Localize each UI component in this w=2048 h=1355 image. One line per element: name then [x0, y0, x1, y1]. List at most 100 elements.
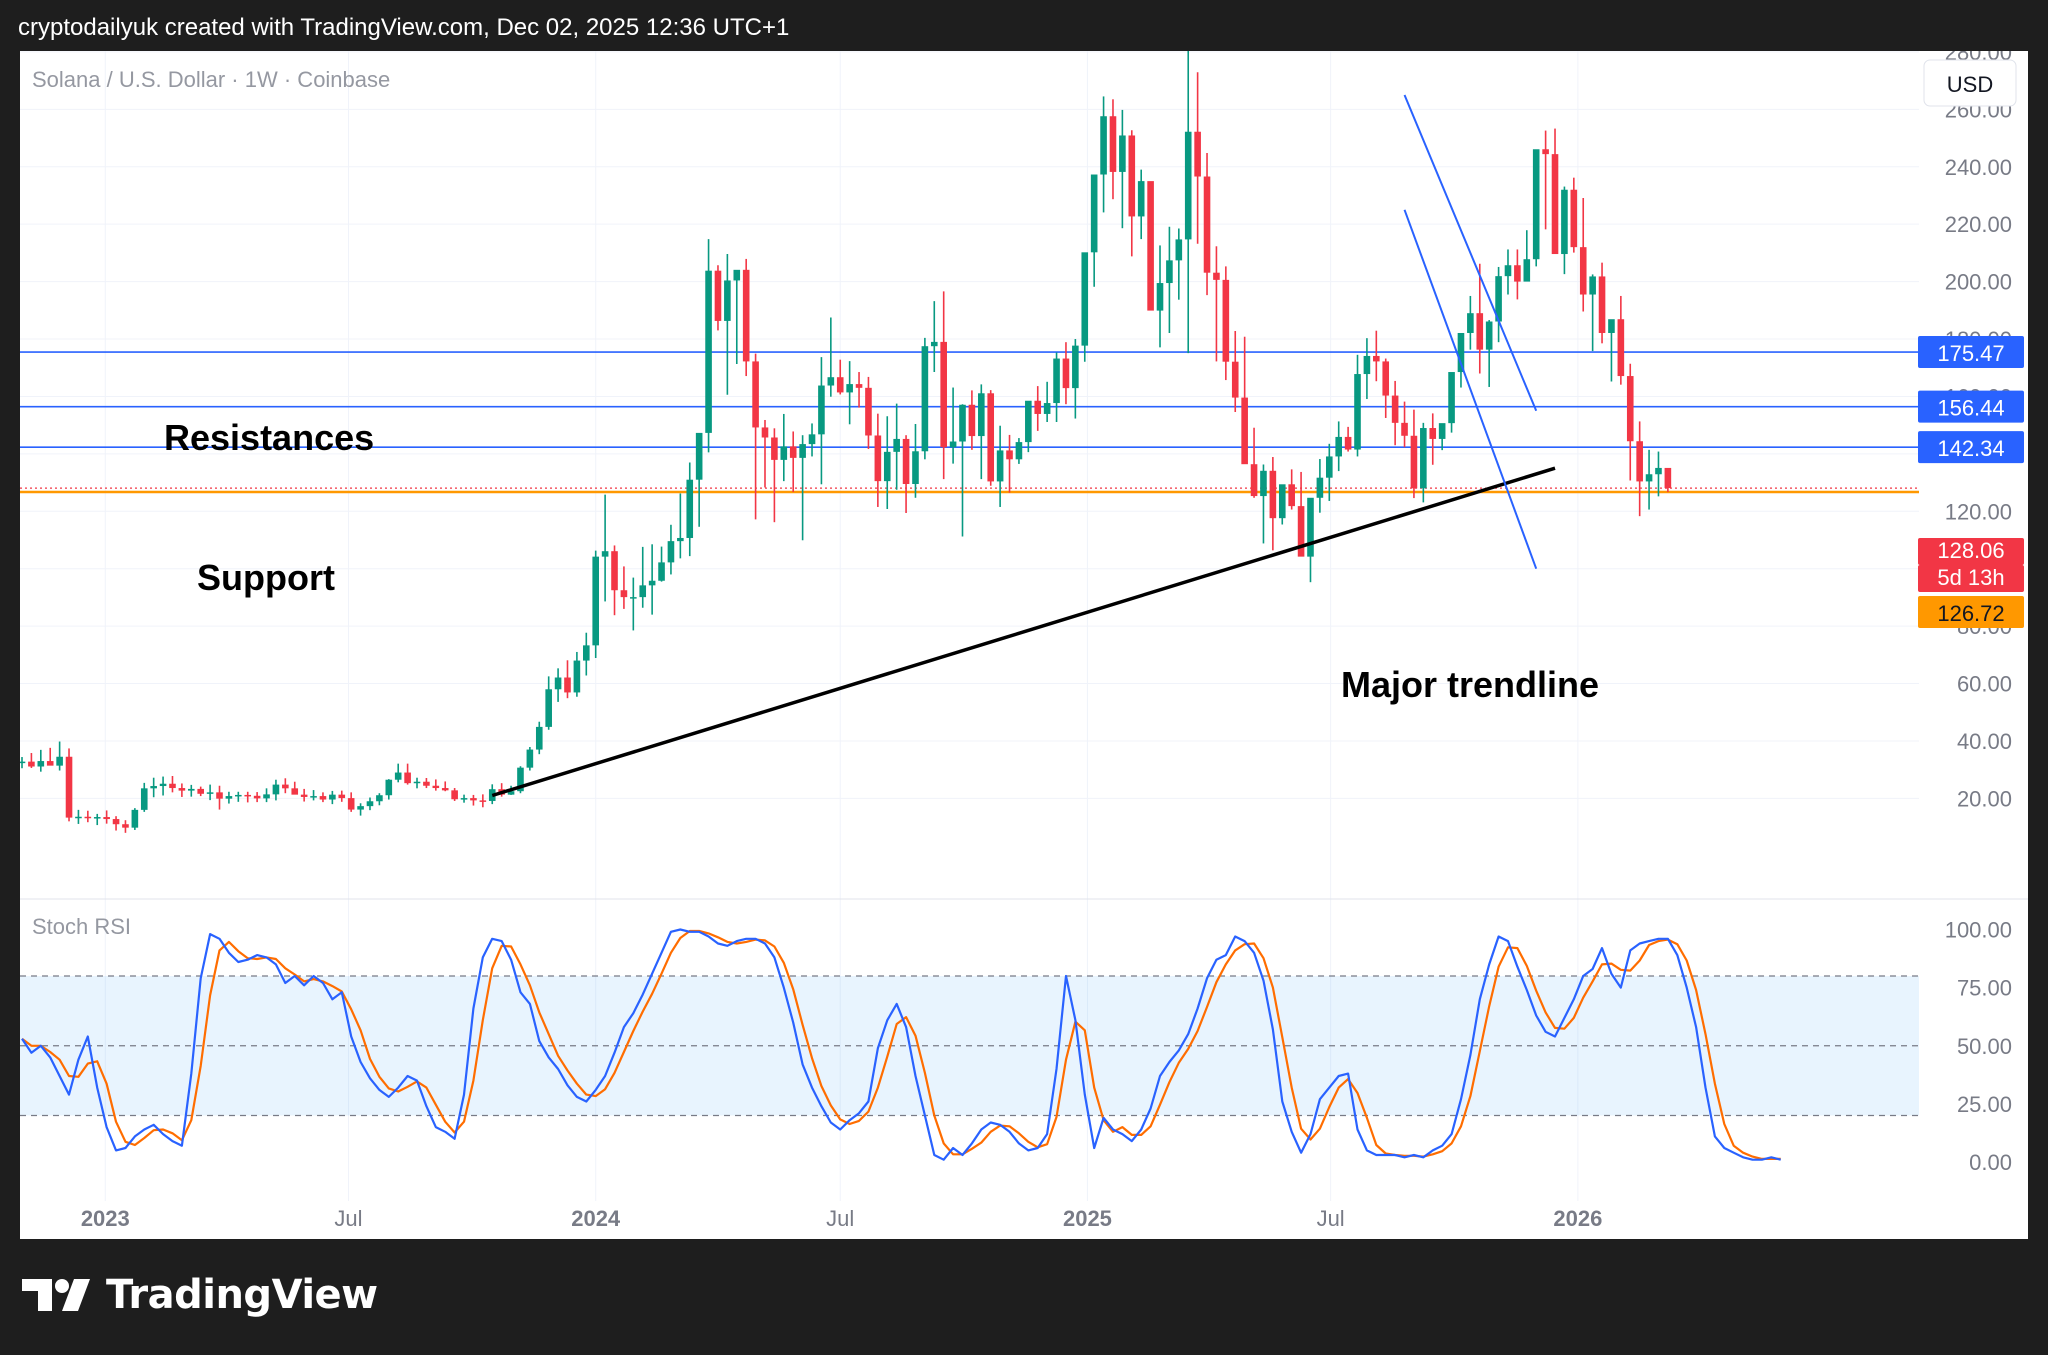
candlestick-series [20, 51, 1672, 833]
candle [893, 403, 900, 490]
candle [329, 790, 336, 805]
candle [460, 794, 468, 803]
candle [667, 524, 675, 575]
candle [376, 793, 383, 806]
candle [1241, 336, 1248, 465]
candle-body [1109, 116, 1117, 172]
candle-body [940, 341, 947, 448]
price-tick-label: 240.00 [1945, 155, 2012, 180]
candle [1514, 249, 1521, 300]
candle [65, 748, 73, 822]
candle [1147, 181, 1154, 311]
candle [75, 809, 82, 824]
candle-body [799, 444, 806, 458]
candle-body [554, 677, 562, 690]
candle [112, 816, 120, 831]
candle [761, 419, 769, 488]
candle-body [921, 346, 929, 452]
candle-body [338, 794, 346, 799]
grid-layer [20, 51, 2028, 1201]
candle [441, 781, 449, 792]
candle-body [404, 772, 411, 784]
candle-body [235, 794, 242, 797]
candle [1523, 230, 1531, 282]
chart-panel[interactable]: 20.0040.0060.0080.00100.00120.00140.0016… [20, 51, 2028, 1239]
candle-body [84, 816, 92, 819]
candle-body [1297, 506, 1305, 557]
candle [103, 810, 110, 824]
candle [724, 254, 731, 395]
major-trendline [491, 466, 1556, 798]
candle [1015, 438, 1023, 464]
candle-body [178, 788, 186, 791]
candle [601, 494, 609, 602]
candle-body [1561, 189, 1568, 255]
candle-body [1504, 265, 1512, 277]
channel-lower-line [1403, 209, 1538, 570]
candle [1589, 274, 1596, 352]
time-tick-label: 2026 [1553, 1206, 1602, 1231]
candle [1485, 320, 1493, 387]
candle-body [1278, 484, 1286, 519]
candle [1269, 457, 1277, 551]
candle [1307, 497, 1314, 583]
candle-body [1532, 149, 1540, 260]
candle [1278, 484, 1286, 525]
candle-body [216, 792, 223, 799]
candle [1655, 451, 1662, 497]
price-badge-bg [1918, 596, 2024, 628]
candle [1034, 386, 1042, 431]
currency-button[interactable]: USD [1923, 59, 2017, 107]
candle [949, 387, 957, 464]
candle-body [564, 677, 571, 693]
candle-body [1617, 319, 1625, 377]
candle-body [1043, 403, 1051, 414]
price-badge-bg [1918, 538, 2024, 565]
candle-body [1241, 397, 1248, 465]
candle-body [1072, 345, 1079, 389]
candle-body [282, 784, 289, 789]
candle [695, 432, 703, 527]
candle [1222, 266, 1230, 381]
candle-body [1438, 423, 1446, 439]
candle-body [1589, 276, 1596, 295]
stoch-tick-label: 100.00 [1945, 918, 2012, 943]
candle [517, 766, 524, 794]
price-badge: 128.06 [1918, 538, 2024, 565]
candle [46, 747, 54, 766]
price-badge: 156.44 [1918, 390, 2024, 423]
candle [535, 721, 543, 755]
candle [1401, 401, 1408, 448]
price-badge-bg [1918, 431, 2024, 464]
trendlines [491, 94, 1556, 798]
candle-body [517, 767, 524, 792]
chart-svg[interactable]: 20.0040.0060.0080.00100.00120.00140.0016… [20, 51, 2028, 1239]
currency-label[interactable]: USD [1947, 72, 1993, 97]
candle [28, 753, 35, 768]
candle-body [1608, 319, 1615, 333]
candle [648, 544, 656, 615]
stoch-tick-label: 25.00 [1957, 1092, 2012, 1117]
candle-body [865, 387, 872, 436]
candle [1570, 177, 1578, 253]
price-badge-label: 126.72 [1937, 601, 2004, 626]
candle-body [1137, 181, 1145, 217]
candle [620, 566, 628, 609]
candle [20, 757, 26, 769]
candle [1137, 169, 1145, 240]
candle-body [667, 541, 675, 563]
candle [865, 376, 872, 449]
candle-body [1053, 358, 1060, 404]
candle [272, 779, 280, 801]
candle [187, 784, 195, 797]
candle-body [968, 404, 976, 437]
candle-body [742, 269, 750, 362]
candle-body [1448, 372, 1455, 424]
candle-body [20, 761, 26, 764]
candle-body [987, 393, 995, 482]
candle [1260, 464, 1267, 544]
time-tick-label: Jul [826, 1206, 854, 1231]
candle-body [470, 798, 477, 801]
price-badge-bg [1918, 336, 2024, 369]
